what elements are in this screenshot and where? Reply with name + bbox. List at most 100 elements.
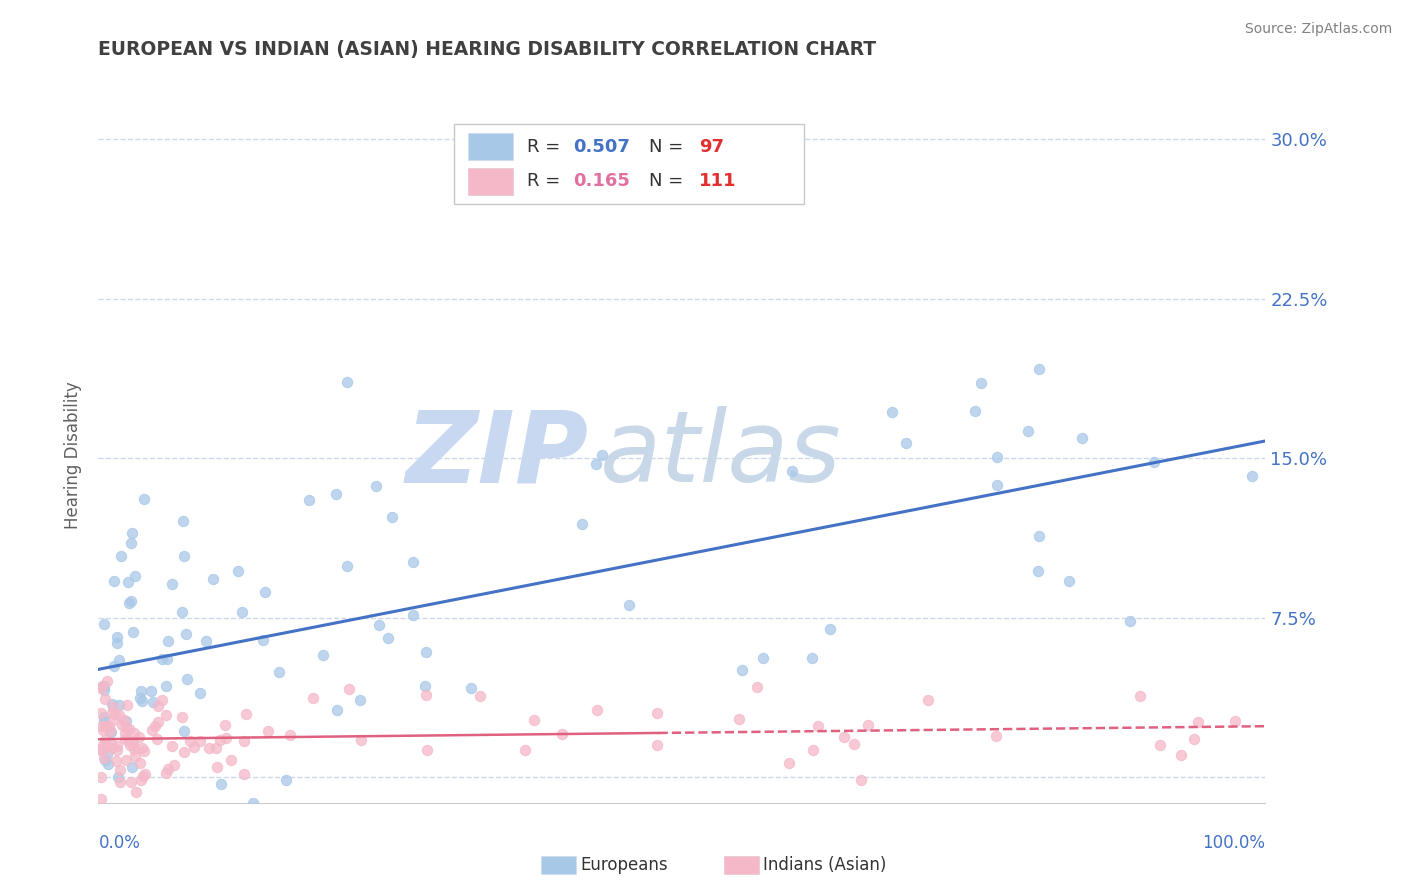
Point bbox=[267, 665, 290, 680]
Point bbox=[100, 738, 122, 752]
Point bbox=[233, 767, 256, 781]
Point bbox=[585, 703, 607, 717]
Point bbox=[122, 625, 145, 640]
Point bbox=[818, 622, 841, 636]
Point bbox=[970, 376, 993, 390]
Point bbox=[402, 555, 425, 569]
Point bbox=[1071, 431, 1094, 445]
Point bbox=[1182, 732, 1205, 747]
Point bbox=[108, 764, 131, 778]
Point bbox=[117, 574, 139, 589]
Point bbox=[163, 757, 186, 772]
Bar bbox=[468, 134, 513, 160]
Point bbox=[117, 734, 139, 748]
Point bbox=[1057, 574, 1080, 589]
Point bbox=[242, 796, 264, 810]
Point bbox=[96, 739, 118, 753]
Point bbox=[107, 771, 129, 785]
Point bbox=[122, 738, 145, 752]
Point bbox=[460, 681, 482, 695]
Point bbox=[94, 719, 117, 733]
Point bbox=[209, 732, 232, 747]
Point bbox=[129, 756, 152, 770]
Text: 0.165: 0.165 bbox=[574, 172, 630, 191]
Point bbox=[148, 715, 170, 730]
Point bbox=[515, 742, 537, 756]
Point bbox=[143, 813, 166, 827]
Point bbox=[141, 684, 163, 698]
Point bbox=[731, 663, 754, 677]
Point bbox=[752, 651, 775, 665]
Point bbox=[131, 694, 153, 708]
Point bbox=[143, 719, 166, 733]
Point bbox=[986, 478, 1008, 492]
Point bbox=[98, 719, 121, 733]
Point bbox=[197, 741, 219, 756]
Point bbox=[311, 648, 333, 662]
Point bbox=[120, 536, 142, 550]
Point bbox=[121, 760, 143, 774]
Point bbox=[100, 741, 122, 756]
Text: Source: ZipAtlas.com: Source: ZipAtlas.com bbox=[1244, 22, 1392, 37]
Point bbox=[986, 450, 1008, 464]
Text: N =: N = bbox=[650, 172, 689, 191]
Point bbox=[231, 605, 253, 619]
Point bbox=[118, 722, 141, 736]
Point bbox=[132, 743, 155, 757]
Point bbox=[188, 734, 211, 748]
Point bbox=[617, 598, 640, 612]
Point bbox=[121, 735, 143, 749]
Point bbox=[132, 769, 155, 783]
Text: 100.0%: 100.0% bbox=[1202, 834, 1265, 852]
Point bbox=[350, 733, 373, 747]
Point bbox=[90, 706, 112, 720]
Point bbox=[894, 435, 917, 450]
Point bbox=[1118, 614, 1140, 628]
Point bbox=[585, 457, 607, 471]
Text: Indians (Asian): Indians (Asian) bbox=[763, 856, 887, 874]
Point bbox=[856, 718, 879, 732]
Point bbox=[98, 724, 121, 739]
Point bbox=[214, 718, 236, 732]
Point bbox=[172, 514, 194, 528]
Point bbox=[1028, 362, 1050, 376]
Point bbox=[120, 775, 142, 789]
Point bbox=[1223, 714, 1246, 729]
Point bbox=[349, 693, 371, 707]
Point bbox=[105, 754, 128, 768]
Point bbox=[233, 733, 256, 747]
Point bbox=[174, 627, 197, 641]
Point bbox=[94, 691, 117, 706]
Point bbox=[131, 740, 153, 755]
Point bbox=[298, 493, 321, 508]
Point bbox=[235, 707, 257, 722]
Point bbox=[1170, 748, 1192, 763]
Point bbox=[107, 653, 129, 667]
Point bbox=[377, 631, 399, 645]
Point bbox=[1241, 469, 1264, 483]
Point bbox=[110, 549, 132, 563]
Point bbox=[842, 737, 865, 751]
Point bbox=[91, 723, 114, 738]
Point bbox=[173, 723, 195, 738]
Point bbox=[105, 743, 128, 757]
Point bbox=[647, 739, 669, 753]
Point bbox=[90, 719, 112, 733]
Point bbox=[364, 479, 387, 493]
Point bbox=[205, 760, 228, 774]
Point bbox=[142, 695, 165, 709]
Point bbox=[801, 742, 824, 756]
Point bbox=[551, 727, 574, 741]
Point bbox=[105, 636, 128, 650]
Point bbox=[118, 596, 141, 610]
Point bbox=[103, 574, 125, 589]
Point bbox=[219, 753, 242, 767]
Point bbox=[591, 448, 613, 462]
Point bbox=[100, 724, 122, 739]
Text: 0.507: 0.507 bbox=[574, 137, 630, 156]
Point bbox=[101, 700, 124, 714]
Point bbox=[336, 559, 359, 574]
Point bbox=[202, 572, 225, 586]
Point bbox=[276, 772, 298, 787]
Point bbox=[134, 767, 156, 781]
